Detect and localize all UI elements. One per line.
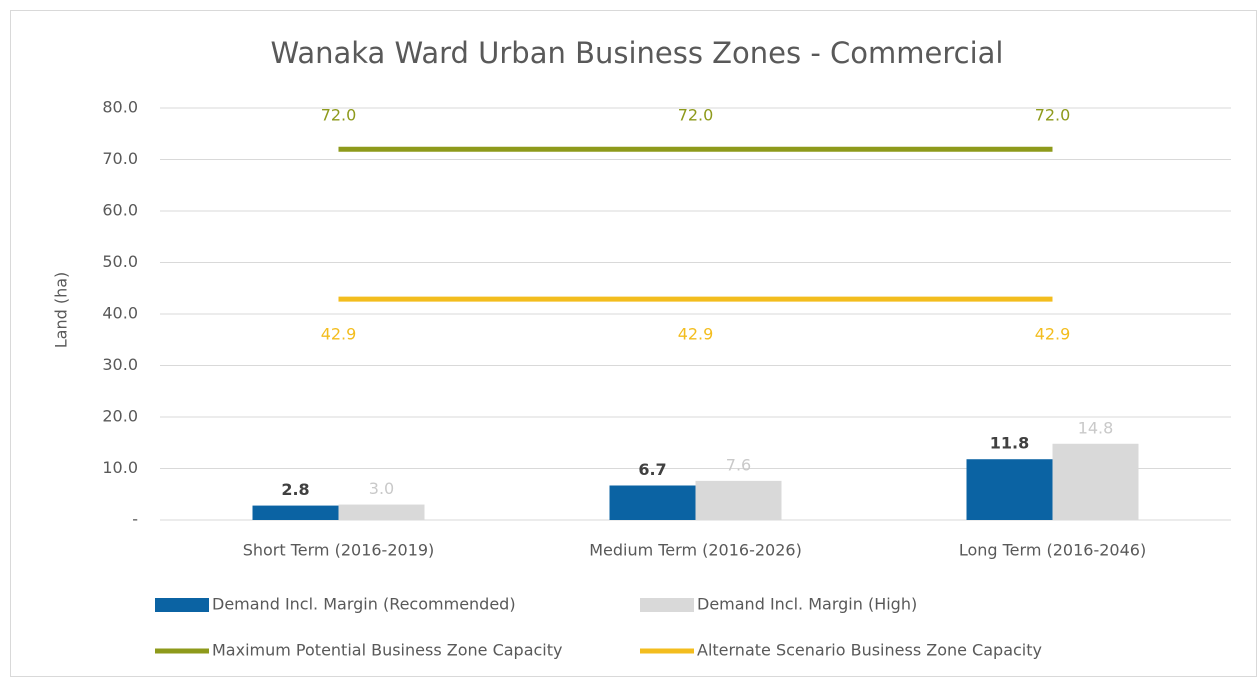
data-label: 6.7 — [638, 460, 666, 479]
x-tick-label: Medium Term (2016-2026) — [589, 541, 802, 560]
y-tick-label: - — [132, 510, 138, 529]
bar — [338, 504, 425, 520]
data-label: 42.9 — [321, 325, 357, 344]
legend-label: Maximum Potential Business Zone Capacity — [212, 641, 562, 660]
legend-label: Demand Incl. Margin (High) — [697, 595, 917, 614]
data-label: 3.0 — [369, 479, 394, 498]
chart-title: Wanaka Ward Urban Business Zones - Comme… — [271, 36, 1004, 70]
data-label: 7.6 — [726, 455, 751, 474]
y-axis-label: Land (ha) — [52, 272, 71, 349]
y-tick-label: 60.0 — [102, 201, 138, 220]
y-tick-label: 20.0 — [102, 407, 138, 426]
bar — [252, 505, 339, 520]
data-label: 14.8 — [1078, 418, 1114, 437]
data-label: 72.0 — [678, 106, 714, 125]
y-tick-label: 70.0 — [102, 149, 138, 168]
data-label: 42.9 — [678, 325, 714, 344]
y-tick-label: 10.0 — [102, 458, 138, 477]
legend-label: Demand Incl. Margin (Recommended) — [212, 595, 516, 614]
data-label: 42.9 — [1035, 325, 1071, 344]
bar — [966, 459, 1053, 520]
bar — [609, 485, 696, 520]
x-tick-label: Short Term (2016-2019) — [243, 541, 435, 560]
y-tick-label: 40.0 — [102, 304, 138, 323]
data-label: 72.0 — [1035, 106, 1071, 125]
legend-swatch — [155, 598, 209, 612]
data-label: 11.8 — [990, 434, 1029, 453]
legend-label: Alternate Scenario Business Zone Capacit… — [697, 641, 1042, 660]
chart-frame — [10, 10, 1257, 677]
data-label: 2.8 — [281, 480, 309, 499]
bar — [695, 480, 782, 520]
bar — [1052, 443, 1139, 520]
x-tick-label: Long Term (2016-2046) — [959, 541, 1146, 560]
data-label: 72.0 — [321, 106, 357, 125]
y-tick-label: 80.0 — [102, 98, 138, 117]
y-tick-label: 50.0 — [102, 252, 138, 271]
y-tick-label: 30.0 — [102, 355, 138, 374]
legend-swatch — [640, 598, 694, 612]
